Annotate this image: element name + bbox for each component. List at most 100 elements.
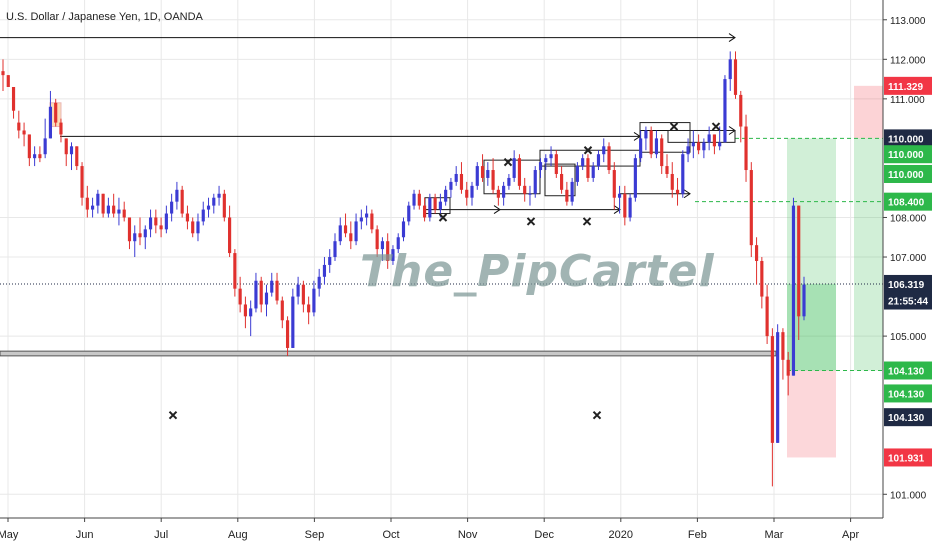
candle-body [444, 189, 448, 202]
x-tick-label: Apr [842, 529, 859, 541]
candle-body [422, 205, 427, 218]
y-tick-label: 105.000 [890, 332, 927, 343]
candle-body [133, 233, 137, 242]
y-tick-label: 113.000 [890, 16, 926, 27]
x-mark [592, 410, 602, 420]
candle-body [33, 154, 37, 159]
candle-body [401, 221, 406, 238]
price-label: 108.400 [888, 198, 925, 209]
candle-body [170, 201, 174, 214]
candle-body [96, 193, 100, 206]
x-tick-label: Mar [765, 529, 784, 541]
price-label-bg [884, 291, 932, 310]
candle-body [80, 166, 84, 198]
candle-body [591, 166, 595, 178]
candle-body [712, 134, 716, 147]
candle-body [127, 217, 132, 242]
candle-body [596, 154, 601, 167]
x-tick-label: 2020 [609, 529, 633, 541]
candle-body [554, 154, 558, 174]
candle-body [602, 146, 606, 155]
price-label-bg [884, 145, 932, 164]
candle-body [433, 197, 437, 210]
x-mark [711, 122, 721, 131]
candle-body [391, 249, 395, 261]
x-mark [583, 146, 593, 155]
price-label-bg [884, 76, 932, 95]
candle-body [349, 233, 353, 242]
candle-body [307, 304, 311, 313]
candle-body [396, 237, 400, 250]
candle-body [502, 185, 506, 198]
candle-body [491, 170, 495, 190]
long-progress-zone [787, 283, 836, 371]
price-label: 101.931 [888, 453, 925, 464]
candle-body [249, 308, 253, 317]
candle-body [69, 146, 74, 155]
y-tick-label: 107.000 [890, 253, 927, 264]
candle-body [575, 166, 579, 182]
candle-body [191, 221, 195, 234]
candle-body [75, 146, 79, 167]
candle-body [660, 138, 664, 167]
candle-body [607, 146, 611, 171]
candle-body [754, 245, 759, 261]
candle-body [54, 102, 58, 123]
candle-body [380, 241, 385, 250]
candle-body [686, 146, 690, 155]
candle-body [312, 288, 316, 313]
candle-body [338, 225, 342, 242]
candle-body [760, 260, 764, 297]
candle-body [718, 142, 722, 147]
long-target-zone [787, 138, 836, 371]
x-mark [582, 217, 592, 226]
candle-body [365, 213, 369, 218]
candle-body [317, 276, 321, 289]
candle-body [765, 296, 769, 337]
candle-body [681, 154, 685, 194]
candle-body [212, 197, 216, 206]
range-box [667, 129, 736, 143]
price-label: 106.319 [888, 280, 925, 291]
candle-body [691, 142, 695, 147]
price-label-bg [884, 384, 932, 403]
x-tick-label: Jul [154, 529, 168, 541]
candle-body [17, 122, 21, 131]
candle-body [459, 173, 464, 190]
price-label-bg [884, 164, 932, 183]
candle-body [217, 193, 221, 198]
candle-body [159, 225, 163, 230]
candle-body [728, 59, 732, 80]
long-stop-zone [787, 370, 836, 458]
candle-body [38, 154, 42, 159]
y-tick-label: 108.000 [890, 213, 927, 224]
candle-body [570, 181, 574, 202]
candle-body [228, 217, 232, 254]
candle-body [633, 158, 637, 198]
candle-body [517, 158, 522, 186]
candle-body [797, 205, 801, 317]
candle-body [407, 205, 411, 222]
candle-body [523, 185, 527, 194]
candle-body [117, 209, 121, 214]
candle-body [333, 241, 337, 258]
candle-body [143, 229, 147, 238]
candle-body [612, 170, 616, 198]
arrow-head [683, 189, 691, 199]
price-label-bg [884, 129, 932, 148]
candle-body [180, 189, 184, 214]
x-tick-label: Feb [688, 529, 707, 541]
candle-body [544, 158, 548, 163]
candle-body [649, 130, 653, 155]
candle-body [138, 233, 142, 238]
candle-body [280, 300, 284, 321]
candle-body [802, 284, 806, 317]
candle-body [185, 213, 190, 222]
candle-body [744, 126, 748, 171]
x-mark [438, 213, 448, 222]
candle-body [586, 158, 590, 178]
candle-body [6, 75, 10, 87]
